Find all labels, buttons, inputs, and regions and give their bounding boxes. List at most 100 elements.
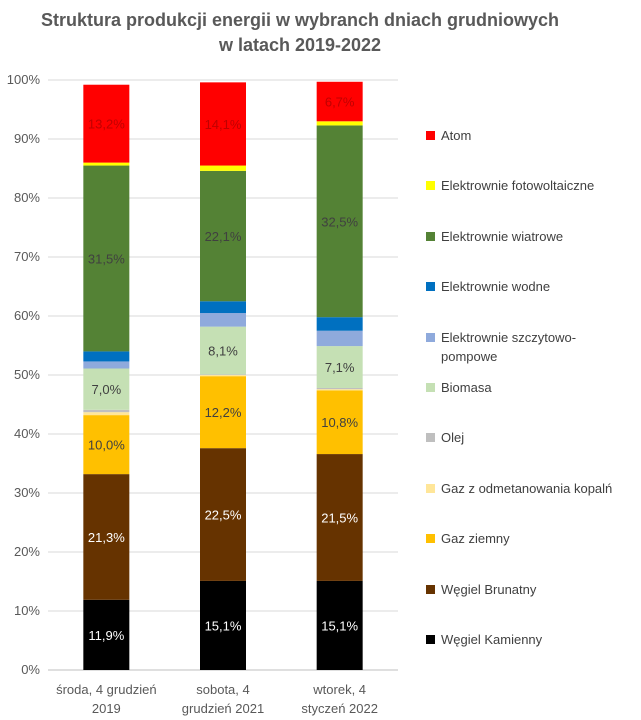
bar-segment xyxy=(83,361,130,369)
data-label: 10,8% xyxy=(321,415,358,430)
legend-label: Elektrownie wodne xyxy=(441,279,551,295)
bar-segment xyxy=(316,125,363,318)
y-axis-tick-labels: 0% 10% 20% 30% 40% 50% 60% 70% 80% 90% 100% xyxy=(7,72,41,677)
bars xyxy=(83,81,363,670)
x-tick-label: styczeń 2022 xyxy=(301,701,378,716)
bar-segment xyxy=(83,409,130,413)
data-label: 22,1% xyxy=(205,229,242,244)
bar-segment xyxy=(316,454,363,581)
data-label: 7,0% xyxy=(92,382,122,397)
data-labels: 11,9% 21,3% 10,0% 7,0% 31,5% 13,2% 15,1% 22,5% 1… xyxy=(88,95,359,643)
legend-swatch xyxy=(426,332,435,342)
legend-item: Biomasa xyxy=(426,378,641,397)
legend-label: Węgiel Kamienny xyxy=(441,632,543,647)
legend-label: Elektrownie szczytowo-pompowe xyxy=(441,329,577,364)
y-tick-label: 80% xyxy=(14,190,40,205)
bar-segment xyxy=(200,448,246,581)
y-tick-label: 10% xyxy=(14,603,40,618)
legend-swatch xyxy=(426,383,435,392)
x-tick-label: wtorek, 4 xyxy=(312,682,366,697)
legend-label: Elektrownie wiatrowe xyxy=(441,228,564,244)
y-tick-label: 60% xyxy=(14,308,40,323)
data-label: 6,7% xyxy=(325,95,355,110)
bar-segment xyxy=(83,84,130,163)
bar-segment xyxy=(83,599,130,670)
data-label: 15,1% xyxy=(205,618,242,633)
legend-label: Biomasa xyxy=(441,380,492,395)
bar-segment xyxy=(83,415,130,475)
bar-segment xyxy=(83,351,130,362)
x-tick-label: grudzień 2021 xyxy=(182,701,264,716)
x-tick-label: sobota, 4 xyxy=(196,682,250,697)
legend-item: Elektrownie wodne xyxy=(426,277,641,296)
data-label: 12,2% xyxy=(205,405,242,420)
legend-label: Atom xyxy=(441,128,472,143)
x-tick-label: 2019 xyxy=(92,701,121,716)
bar-segment xyxy=(200,376,246,449)
bar-segment xyxy=(200,165,246,171)
legend-swatch xyxy=(426,534,435,544)
y-tick-label: 70% xyxy=(14,249,40,264)
x-axis-tick-labels: środa, 4 grudzień 2019 sobota, 4 grudzień 2… xyxy=(56,682,378,716)
data-label: 10,0% xyxy=(88,438,125,453)
data-label: 8,1% xyxy=(208,344,238,359)
legend-item: Gaz z odmetanowania kopalń xyxy=(426,479,641,498)
bar-segment xyxy=(316,390,363,455)
legend-label: Gaz ziemny xyxy=(441,531,510,547)
bar-segment xyxy=(200,170,246,302)
data-label: 31,5% xyxy=(88,251,125,266)
bar-segment xyxy=(83,162,130,166)
bar-segment xyxy=(316,346,363,388)
data-label: 21,3% xyxy=(88,530,125,545)
legend-swatch xyxy=(426,433,435,443)
legend-swatch xyxy=(426,131,435,140)
legend-item: Elektrownie szczytowo-pompowe xyxy=(426,328,621,366)
legend-swatch xyxy=(426,584,435,594)
bar-segment xyxy=(200,82,246,166)
bar-segment xyxy=(316,389,363,391)
legend-label: Węgiel Brunatny xyxy=(441,581,537,597)
legend-item: Węgiel Brunatny xyxy=(426,580,641,599)
bar-segment xyxy=(83,165,130,352)
bar-segment xyxy=(200,374,246,375)
y-tick-label: 40% xyxy=(14,426,40,441)
x-tick-label: środa, 4 grudzień xyxy=(56,682,156,697)
data-label: 7,1% xyxy=(325,360,355,375)
y-tick-label: 30% xyxy=(14,485,40,500)
data-label: 21,5% xyxy=(321,510,358,525)
legend-label: Gaz z odmetanowania kopalń xyxy=(441,480,613,496)
legend-item: Olej xyxy=(426,428,641,447)
bar-segment xyxy=(316,580,363,670)
legend-item: Węgiel Kamienny xyxy=(426,630,641,649)
y-tick-label: 0% xyxy=(21,662,40,677)
data-label: 14,1% xyxy=(205,117,242,132)
legend-swatch xyxy=(426,282,435,292)
data-label: 15,1% xyxy=(321,618,358,633)
bar-segment xyxy=(200,580,246,670)
y-tick-label: 100% xyxy=(7,72,41,87)
bar-segment xyxy=(200,301,246,314)
legend-item: Elektrownie wiatrowe xyxy=(426,227,641,246)
legend-swatch xyxy=(426,635,435,644)
legend-item: Gaz ziemny xyxy=(426,529,641,548)
legend-label: Olej xyxy=(441,430,465,446)
bar-segment xyxy=(316,387,363,390)
bar-segment xyxy=(200,375,246,377)
bar-segment xyxy=(316,330,363,347)
bar-segment xyxy=(200,313,246,327)
bar-segment xyxy=(316,121,363,126)
legend-label: Elektrownie fotowoltaiczne xyxy=(441,178,595,194)
bar-segment xyxy=(83,368,130,410)
y-tick-label: 90% xyxy=(14,131,40,146)
legend-swatch xyxy=(426,483,435,493)
bar-segment xyxy=(200,326,246,375)
legend-item: Atom xyxy=(426,126,641,145)
y-tick-label: 20% xyxy=(14,544,40,559)
bar-segment xyxy=(316,317,363,331)
data-label: 32,5% xyxy=(321,214,358,229)
bar-segment xyxy=(316,81,363,122)
data-label: 11,9% xyxy=(88,628,124,643)
chart-title: Struktura produkcji energii w wybranch d… xyxy=(40,10,560,55)
legend-swatch xyxy=(426,231,435,241)
